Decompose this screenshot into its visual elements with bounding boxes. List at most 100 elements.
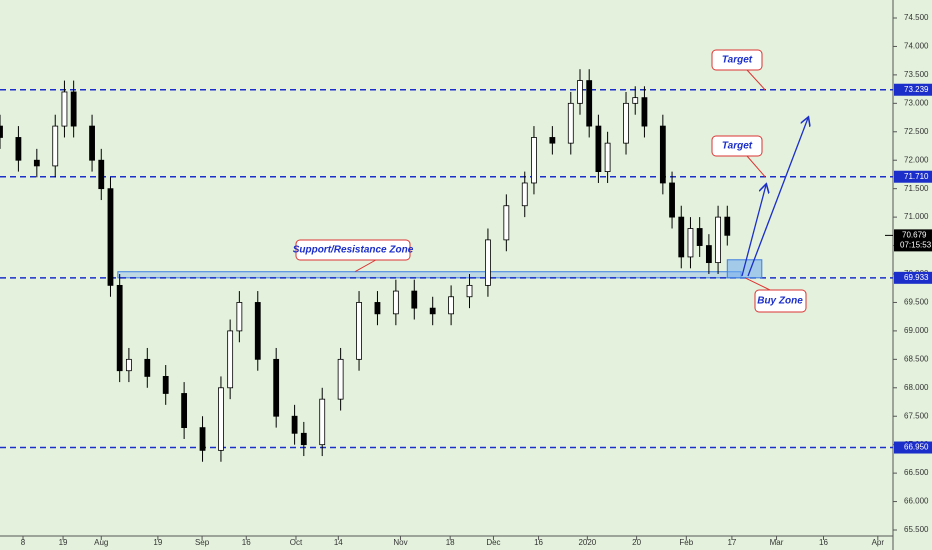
y-tick-label: 71.000	[904, 212, 929, 221]
candle-body	[218, 387, 224, 451]
candle-body	[659, 125, 666, 184]
candle-body	[0, 125, 3, 138]
candle-body	[254, 302, 261, 360]
candle-body	[485, 239, 491, 286]
y-tick-label: 68.500	[904, 354, 929, 363]
candle-body	[144, 358, 151, 377]
level-label-bg	[894, 170, 932, 183]
y-tick-label: 73.000	[904, 98, 929, 107]
candle-body	[632, 97, 639, 104]
candle-body	[705, 245, 712, 264]
y-tick-label: 69.000	[904, 326, 929, 335]
candle-body	[15, 137, 22, 161]
candle-body	[227, 330, 234, 389]
x-tick-label: 16	[534, 538, 543, 547]
x-tick-label: 19	[59, 538, 68, 547]
candle-body	[337, 358, 344, 400]
y-tick-label: 66.000	[904, 497, 929, 506]
x-tick-label: 16	[819, 538, 828, 547]
candle-body	[356, 302, 362, 360]
candle-body	[448, 296, 455, 315]
callout-pointer	[746, 69, 766, 91]
x-tick-label: 19	[153, 538, 162, 547]
y-tick-label: 66.500	[904, 468, 929, 477]
x-tick-label: Aug	[94, 538, 108, 547]
candle-body	[374, 302, 381, 315]
candle-body	[98, 159, 105, 190]
candle-body	[181, 393, 188, 429]
candle-body	[696, 228, 703, 246]
callout-text: Buy Zone	[757, 296, 803, 307]
candle-body	[236, 302, 243, 332]
y-tick-label: 71.500	[904, 184, 929, 193]
candle-body	[162, 376, 169, 394]
level-label: 66.950	[904, 443, 929, 452]
x-tick-label: 17	[727, 538, 736, 547]
arrow	[741, 185, 766, 277]
callout-pointer	[744, 277, 771, 291]
x-tick-label: Feb	[679, 538, 693, 547]
level-label: 73.239	[904, 85, 929, 94]
last-price-bg	[894, 229, 932, 252]
candle-body	[567, 102, 574, 144]
support-zone	[117, 271, 742, 279]
callout-box	[711, 49, 763, 71]
callout-box	[295, 239, 411, 261]
candle-body	[503, 205, 510, 241]
arrow	[747, 118, 808, 277]
candle-body	[623, 102, 629, 144]
x-tick-label: 18	[446, 538, 455, 547]
candle-body	[199, 427, 206, 451]
x-tick-label: Mar	[770, 538, 784, 547]
level-label: 69.933	[904, 273, 929, 282]
x-tick-label: Apr	[872, 538, 885, 547]
callout-text: Target	[722, 141, 753, 152]
y-tick-label: 72.000	[904, 155, 929, 164]
x-tick-label: 8	[21, 538, 26, 547]
y-tick-label: 67.500	[904, 411, 929, 420]
level-label-bg	[894, 441, 932, 454]
callout-text: Support/Resistance Zone	[293, 245, 414, 256]
level-label-bg	[894, 83, 932, 96]
candle-body	[549, 137, 556, 144]
x-tick-label: 20	[632, 538, 641, 547]
candle-body	[669, 182, 675, 218]
x-tick-label: Sep	[195, 538, 210, 547]
last-price-label: 70.679	[902, 230, 927, 239]
y-tick-label: 68.000	[904, 383, 929, 392]
candle-body	[61, 91, 68, 127]
candle-body	[687, 228, 694, 258]
candle-body	[429, 307, 436, 315]
callout-box	[711, 135, 763, 157]
level-label: 71.710	[904, 172, 929, 181]
candle-body	[521, 182, 528, 207]
countdown: 07:15:53	[900, 240, 932, 249]
candle-body	[715, 216, 721, 264]
candle-body	[466, 284, 473, 298]
candle-body	[392, 290, 399, 315]
candle-body	[70, 91, 77, 127]
y-tick-label: 65.500	[904, 525, 929, 534]
candle-body	[33, 159, 40, 167]
x-tick-label: 16	[242, 538, 251, 547]
candle-body	[586, 80, 593, 127]
x-tick-label: 2020	[578, 538, 596, 547]
candle-body	[604, 142, 611, 173]
callout-pointer	[746, 155, 766, 178]
x-tick-label: Nov	[393, 538, 407, 547]
candle-body	[319, 398, 326, 446]
candle-body	[291, 415, 298, 434]
callout-box	[754, 289, 807, 313]
candle-body	[300, 432, 307, 446]
candle-body	[52, 125, 59, 167]
candle-body	[641, 97, 648, 127]
candle-body	[125, 358, 132, 372]
candle-body	[531, 137, 537, 184]
callout-pointer	[354, 259, 377, 273]
x-tick-label: 14	[334, 538, 343, 547]
candle-body	[678, 216, 685, 258]
candle-body	[577, 80, 583, 104]
level-label-bg	[894, 271, 932, 284]
candle-body	[595, 125, 602, 173]
